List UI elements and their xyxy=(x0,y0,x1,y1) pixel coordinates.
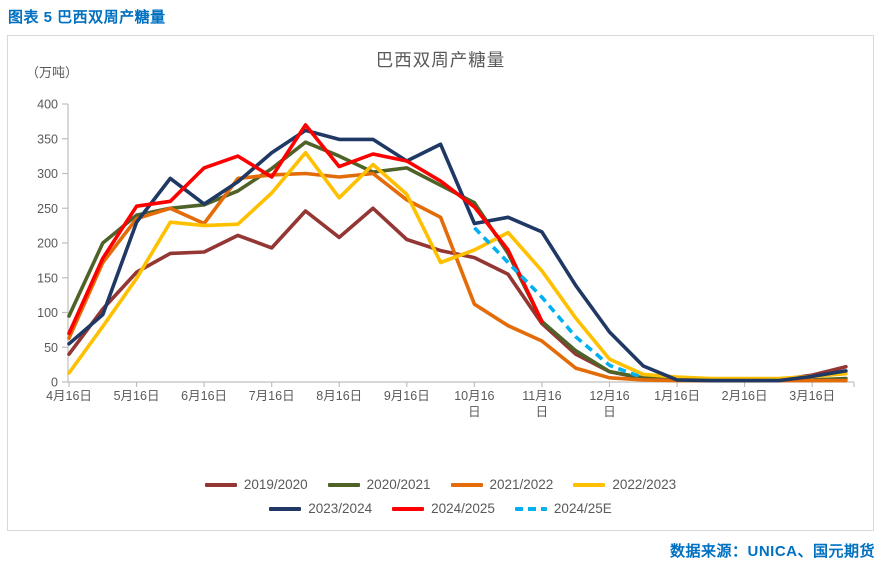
y-axis-tick-label: 150 xyxy=(37,271,58,285)
figure-caption: 图表 5 巴西双周产糖量 xyxy=(8,9,166,26)
series-line-2019-2020 xyxy=(67,206,848,383)
y-axis-unit-label: （万吨） xyxy=(26,65,79,80)
x-axis-label: 3月16日 xyxy=(789,389,836,403)
legend-label: 2021/2022 xyxy=(489,477,554,492)
legend-swatch xyxy=(573,482,606,487)
chart-title: 巴西双周产糖量 xyxy=(375,50,506,70)
x-axis-label: 10月16日 xyxy=(454,389,495,420)
legend-swatch xyxy=(514,506,547,511)
legend-swatch xyxy=(327,482,360,487)
legend-label: 2024/25E xyxy=(553,501,612,516)
legend-label: 2019/2020 xyxy=(243,477,308,492)
x-axis-label: 2月16日 xyxy=(721,389,768,403)
legend-item-2023-2024: 2023/2024 xyxy=(269,501,372,516)
chart-panel: 巴西双周产糖量 （万吨） 0 50 100 150 200 250 300 350 400 4月… xyxy=(7,35,874,531)
series-line-2024-25E xyxy=(473,226,644,380)
legend-label: 2024/2025 xyxy=(431,501,495,516)
x-axis-label: 7月16日 xyxy=(248,389,295,403)
legend-swatch xyxy=(450,482,483,487)
series-line-2021-2022 xyxy=(67,171,848,383)
legend-row: 2023/2024 2024/2025 2024/25E xyxy=(269,501,612,516)
legend-item-2019-2020: 2019/2020 xyxy=(204,477,308,492)
series-line-2024-2025 xyxy=(67,123,544,336)
x-axis-label: 1月16日 xyxy=(654,389,700,403)
y-axis-tick-label: 250 xyxy=(37,202,58,216)
x-axis-label: 5月16日 xyxy=(113,389,160,403)
legend-item-2020-2021: 2020/2021 xyxy=(327,477,431,492)
legend-item-2024-2025: 2024/2025 xyxy=(392,501,495,516)
legend-label: 2022/2023 xyxy=(612,477,677,492)
legend-row: 2019/2020 2020/2021 2021/2022 2022/2023 xyxy=(204,477,676,492)
legend-item-2024-25E: 2024/25E xyxy=(514,501,612,516)
legend-swatch xyxy=(269,506,302,511)
y-axis-tick-label: 400 xyxy=(37,98,58,112)
x-axis-label: 12月16日 xyxy=(589,389,630,420)
y-axis-tick-label: 300 xyxy=(37,167,58,181)
legend-swatch xyxy=(204,482,237,487)
y-axis-tick-label: 50 xyxy=(44,341,58,355)
series-line-2023-2024 xyxy=(67,128,848,383)
legend-item-2022-2023: 2022/2023 xyxy=(573,477,676,492)
legend-swatch xyxy=(392,506,425,511)
x-axis-label: 4月16日 xyxy=(46,389,92,403)
chart-plot-area: 0 50 100 150 200 250 300 350 400 xyxy=(37,98,855,390)
legend-label: 2020/2021 xyxy=(366,477,431,492)
chart-legend: 2019/2020 2020/2021 2021/2022 2022/2023 2023… xyxy=(8,477,873,516)
y-axis-tick-label: 350 xyxy=(37,132,58,146)
data-source-note: 数据来源：UNICA、国元期货 xyxy=(670,543,875,560)
x-axis-label: 9月16日 xyxy=(383,389,430,403)
x-axis-label: 8月16日 xyxy=(316,389,363,403)
series-line-2022-2023 xyxy=(67,150,848,381)
y-axis-tick-label: 100 xyxy=(37,306,58,320)
legend-item-2021-2022: 2021/2022 xyxy=(450,477,554,492)
x-axis-label: 11月16日 xyxy=(522,389,562,420)
legend-label: 2023/2024 xyxy=(308,501,373,516)
x-axis-label: 6月16日 xyxy=(181,389,228,403)
y-axis-tick-label: 0 xyxy=(51,376,58,390)
y-axis-tick-label: 200 xyxy=(37,237,58,251)
